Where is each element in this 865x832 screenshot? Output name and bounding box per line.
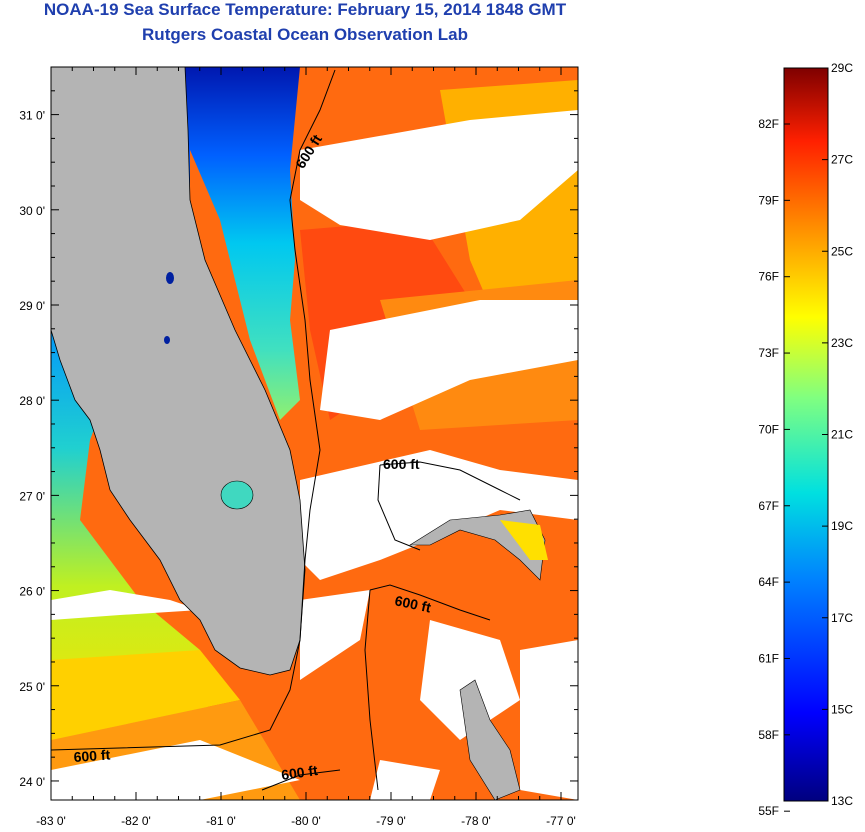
contour-label: 600 ft xyxy=(73,746,111,765)
colorbar-ticks xyxy=(784,67,828,812)
bahamas-andros xyxy=(459,679,521,800)
inland-lake xyxy=(166,272,174,284)
lon-tick-label: -79 0' xyxy=(376,814,406,828)
celsius-label: 13C xyxy=(831,794,853,808)
contour-label: 600 ft xyxy=(393,592,432,615)
celsius-label: 15C xyxy=(831,702,853,716)
fahrenheit-label: 61F xyxy=(758,651,779,665)
cloud-cover xyxy=(51,110,578,800)
fahrenheit-label: 70F xyxy=(758,422,779,436)
florida-land xyxy=(51,67,306,676)
celsius-label: 29C xyxy=(831,61,853,75)
axis-labels: -83 0' -82 0' -81 0' -80 0' -79 0' -78 0' -77 … xyxy=(19,109,575,828)
contour-label: 600 ft xyxy=(383,456,420,472)
lat-tick-label: 30 0' xyxy=(19,204,45,218)
fahrenheit-label: 58F xyxy=(758,728,779,742)
shelf-water xyxy=(180,67,300,420)
celsius-label: 27C xyxy=(831,153,853,167)
lat-tick-label: 27 0' xyxy=(19,489,45,503)
fahrenheit-label: 82F xyxy=(758,117,779,131)
axis-ticks xyxy=(50,66,578,800)
celsius-label: 25C xyxy=(831,244,853,258)
map-title: NOAA-19 Sea Surface Temperature: Februar… xyxy=(43,0,567,19)
lon-tick-label: -82 0' xyxy=(121,814,151,828)
lat-tick-label: 31 0' xyxy=(19,109,45,123)
inland-lake xyxy=(164,336,170,344)
fahrenheit-label: 55F xyxy=(758,804,779,818)
bank-shallow xyxy=(500,520,548,560)
lon-tick-label: -77 0' xyxy=(546,814,576,828)
lon-tick-label: -78 0' xyxy=(461,814,491,828)
south-gulf xyxy=(51,650,240,740)
fahrenheit-label: 73F xyxy=(758,346,779,360)
fahrenheit-label: 67F xyxy=(758,499,779,513)
celsius-label: 23C xyxy=(831,336,853,350)
sst-map: 600 ft 600 ft 600 ft 600 ft 600 ft xyxy=(51,67,578,800)
lon-tick-label: -83 0' xyxy=(36,814,66,828)
fahrenheit-label: 76F xyxy=(758,270,779,284)
lon-tick-label: -80 0' xyxy=(291,814,321,828)
map-subtitle: Rutgers Coastal Ocean Observation Lab xyxy=(142,25,468,44)
contour-label: 600 ft xyxy=(280,762,319,783)
isobath-lines xyxy=(51,69,521,791)
map-frame xyxy=(50,66,579,801)
fahrenheit-label: 79F xyxy=(758,193,779,207)
lat-tick-label: 28 0' xyxy=(19,394,45,408)
colorbar xyxy=(783,67,829,802)
celsius-label: 21C xyxy=(831,428,853,442)
lat-tick-label: 25 0' xyxy=(19,680,45,694)
lat-tick-label: 29 0' xyxy=(19,299,45,313)
lat-tick-label: 24 0' xyxy=(19,775,45,789)
lake-okeechobee xyxy=(220,480,254,510)
fahrenheit-label: 64F xyxy=(758,575,779,589)
lon-tick-label: -81 0' xyxy=(206,814,236,828)
colorbar-labels: 29C 27C 25C 23C 21C 19C 17C 15C 13C 82F 79F 76F 73F 7… xyxy=(758,61,853,818)
celsius-label: 17C xyxy=(831,611,853,625)
lat-tick-label: 26 0' xyxy=(19,585,45,599)
celsius-label: 19C xyxy=(831,519,853,533)
